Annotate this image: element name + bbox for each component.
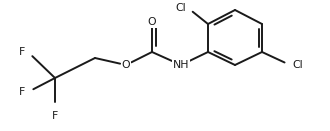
Text: O: O: [148, 17, 156, 27]
Text: F: F: [19, 87, 25, 97]
Text: NH: NH: [173, 60, 189, 70]
Text: F: F: [19, 47, 25, 57]
Text: Cl: Cl: [175, 3, 186, 13]
Text: F: F: [52, 111, 58, 121]
Text: Cl: Cl: [292, 60, 303, 70]
Text: O: O: [122, 60, 130, 70]
